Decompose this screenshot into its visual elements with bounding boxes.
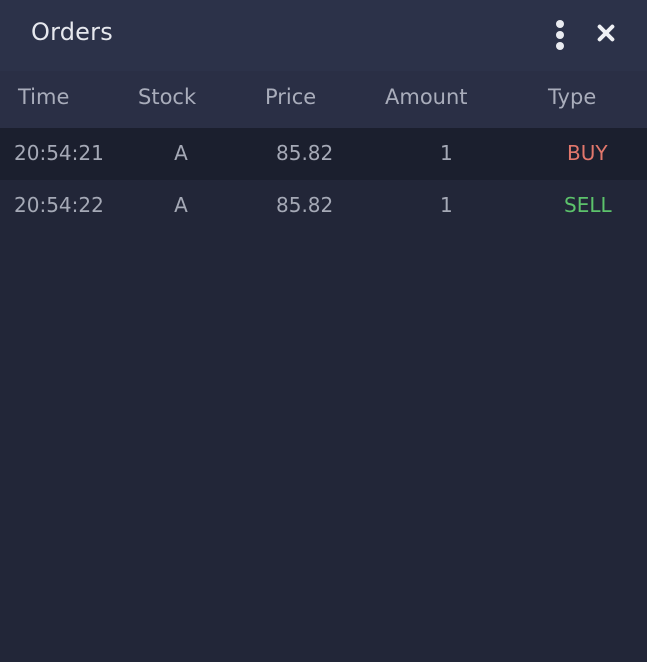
column-header-amount[interactable]: Amount (385, 85, 468, 109)
order-type-buy: BUY (567, 141, 608, 165)
order-stock: A (174, 141, 188, 165)
order-amount: 1 (440, 193, 453, 217)
order-stock: A (174, 193, 188, 217)
column-header-type[interactable]: Type (548, 85, 597, 109)
panel-titlebar: Orders (0, 0, 647, 71)
column-header-stock[interactable]: Stock (138, 85, 197, 109)
column-header-time[interactable]: Time (18, 85, 70, 109)
table-header: Time Stock Price Amount Type (0, 71, 647, 128)
order-price: 85.82 (276, 141, 334, 165)
order-amount: 1 (440, 141, 453, 165)
order-time: 20:54:21 (14, 141, 104, 165)
close-icon[interactable] (592, 20, 620, 48)
table-row[interactable]: 20:54:22 A 85.82 1 SELL (0, 180, 647, 232)
column-header-price[interactable]: Price (265, 85, 317, 109)
order-type-sell: SELL (564, 193, 612, 217)
more-vertical-icon[interactable] (546, 20, 574, 50)
panel-title: Orders (31, 18, 113, 46)
order-price: 85.82 (276, 193, 334, 217)
table-row[interactable]: 20:54:21 A 85.82 1 BUY (0, 128, 647, 180)
order-time: 20:54:22 (14, 193, 104, 217)
